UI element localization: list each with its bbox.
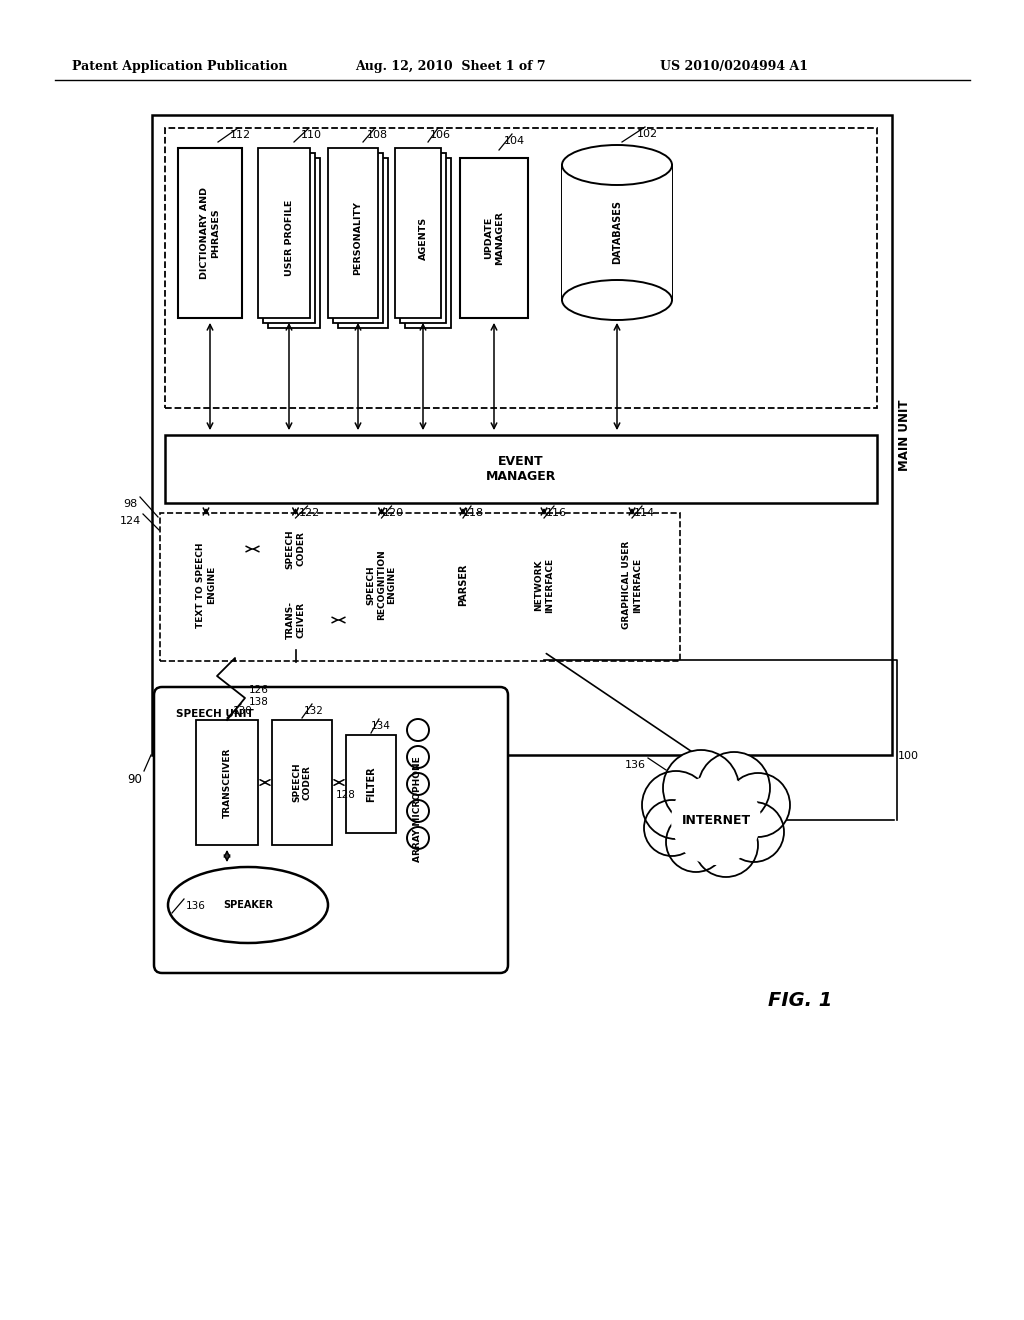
FancyBboxPatch shape xyxy=(263,153,315,323)
Text: ARRAY MICROPHONE: ARRAY MICROPHONE xyxy=(414,756,423,862)
FancyBboxPatch shape xyxy=(344,520,419,649)
Circle shape xyxy=(694,813,758,876)
Text: SPEAKER: SPEAKER xyxy=(223,900,273,909)
Text: 132: 132 xyxy=(304,706,324,715)
Text: Aug. 12, 2010  Sheet 1 of 7: Aug. 12, 2010 Sheet 1 of 7 xyxy=(355,59,546,73)
Text: FIG. 1: FIG. 1 xyxy=(768,990,833,1010)
Text: 100: 100 xyxy=(898,751,919,762)
Text: 98: 98 xyxy=(124,499,138,510)
Text: 136: 136 xyxy=(186,902,206,911)
Text: 116: 116 xyxy=(546,508,566,517)
FancyBboxPatch shape xyxy=(406,158,451,327)
Circle shape xyxy=(644,800,700,855)
Text: INTERNET: INTERNET xyxy=(681,813,751,826)
Text: US 2010/0204994 A1: US 2010/0204994 A1 xyxy=(660,59,808,73)
Text: 130: 130 xyxy=(233,706,253,715)
FancyBboxPatch shape xyxy=(154,686,508,973)
Text: TRANSCEIVER: TRANSCEIVER xyxy=(222,747,231,817)
Ellipse shape xyxy=(168,867,328,942)
FancyBboxPatch shape xyxy=(165,520,247,649)
Circle shape xyxy=(663,750,739,826)
FancyBboxPatch shape xyxy=(160,513,680,661)
Text: SPEECH
CODER: SPEECH CODER xyxy=(292,763,311,803)
FancyBboxPatch shape xyxy=(258,590,333,649)
Text: DICTIONARY AND
PHRASES: DICTIONARY AND PHRASES xyxy=(201,187,220,279)
Text: SPEECH UNIT: SPEECH UNIT xyxy=(176,709,254,719)
Text: 112: 112 xyxy=(229,129,251,140)
FancyBboxPatch shape xyxy=(196,719,258,845)
FancyBboxPatch shape xyxy=(333,153,383,323)
Text: 90: 90 xyxy=(127,774,142,785)
FancyBboxPatch shape xyxy=(395,148,441,318)
Text: 124: 124 xyxy=(120,516,141,525)
Text: SPEECH
RECOGNITION
ENGINE: SPEECH RECOGNITION ENGINE xyxy=(367,549,396,620)
Circle shape xyxy=(671,775,761,865)
Text: 106: 106 xyxy=(429,129,451,140)
FancyBboxPatch shape xyxy=(346,735,396,833)
Text: 134: 134 xyxy=(371,721,391,731)
FancyBboxPatch shape xyxy=(460,158,528,318)
Text: 114: 114 xyxy=(634,508,654,517)
FancyBboxPatch shape xyxy=(178,148,242,318)
Text: 104: 104 xyxy=(504,136,524,147)
Text: AGENTS: AGENTS xyxy=(419,216,427,260)
Ellipse shape xyxy=(562,280,672,319)
FancyBboxPatch shape xyxy=(562,165,672,300)
Circle shape xyxy=(407,828,429,849)
Text: TEXT TO SPEECH
ENGINE: TEXT TO SPEECH ENGINE xyxy=(197,543,216,628)
Text: 136: 136 xyxy=(625,760,646,770)
Circle shape xyxy=(724,803,784,862)
FancyBboxPatch shape xyxy=(328,148,378,318)
Text: PARSER: PARSER xyxy=(458,564,468,606)
Text: NETWORK
INTERFACE: NETWORK INTERFACE xyxy=(535,557,554,612)
Text: TRANS-
CEIVER: TRANS- CEIVER xyxy=(286,601,305,639)
Circle shape xyxy=(698,752,770,824)
FancyBboxPatch shape xyxy=(165,436,877,503)
Text: 110: 110 xyxy=(300,129,322,140)
Text: 122: 122 xyxy=(299,508,321,517)
FancyBboxPatch shape xyxy=(272,719,332,845)
Text: GRAPHICAL USER
INTERFACE: GRAPHICAL USER INTERFACE xyxy=(623,541,642,630)
Circle shape xyxy=(726,774,790,837)
Circle shape xyxy=(407,774,429,795)
Text: DATABASES: DATABASES xyxy=(612,201,622,264)
Text: 108: 108 xyxy=(367,129,387,140)
Ellipse shape xyxy=(562,145,672,185)
FancyBboxPatch shape xyxy=(258,520,333,578)
Text: SPEECH
CODER: SPEECH CODER xyxy=(286,529,305,569)
Text: EVENT
MANAGER: EVENT MANAGER xyxy=(485,455,556,483)
Text: UPDATE
MANAGER: UPDATE MANAGER xyxy=(484,211,504,265)
Text: USER PROFILE: USER PROFILE xyxy=(285,199,294,276)
Text: 128: 128 xyxy=(336,789,356,800)
Text: 102: 102 xyxy=(637,129,657,139)
Text: FILTER: FILTER xyxy=(366,766,376,801)
FancyBboxPatch shape xyxy=(508,520,580,649)
FancyBboxPatch shape xyxy=(165,128,877,408)
Text: 138: 138 xyxy=(249,697,269,708)
Circle shape xyxy=(407,746,429,768)
FancyBboxPatch shape xyxy=(338,158,388,327)
FancyBboxPatch shape xyxy=(400,153,446,323)
FancyBboxPatch shape xyxy=(592,520,672,649)
FancyBboxPatch shape xyxy=(432,520,494,649)
Text: 120: 120 xyxy=(383,508,404,517)
Text: 126: 126 xyxy=(249,685,269,696)
FancyBboxPatch shape xyxy=(152,115,892,755)
Text: Patent Application Publication: Patent Application Publication xyxy=(72,59,288,73)
Text: 118: 118 xyxy=(463,508,483,517)
FancyBboxPatch shape xyxy=(258,148,310,318)
Text: MAIN UNIT: MAIN UNIT xyxy=(897,399,910,471)
Circle shape xyxy=(666,812,726,873)
Circle shape xyxy=(642,771,710,840)
Circle shape xyxy=(407,800,429,822)
Text: PERSONALITY: PERSONALITY xyxy=(353,201,362,275)
FancyBboxPatch shape xyxy=(268,158,319,327)
Circle shape xyxy=(407,719,429,741)
